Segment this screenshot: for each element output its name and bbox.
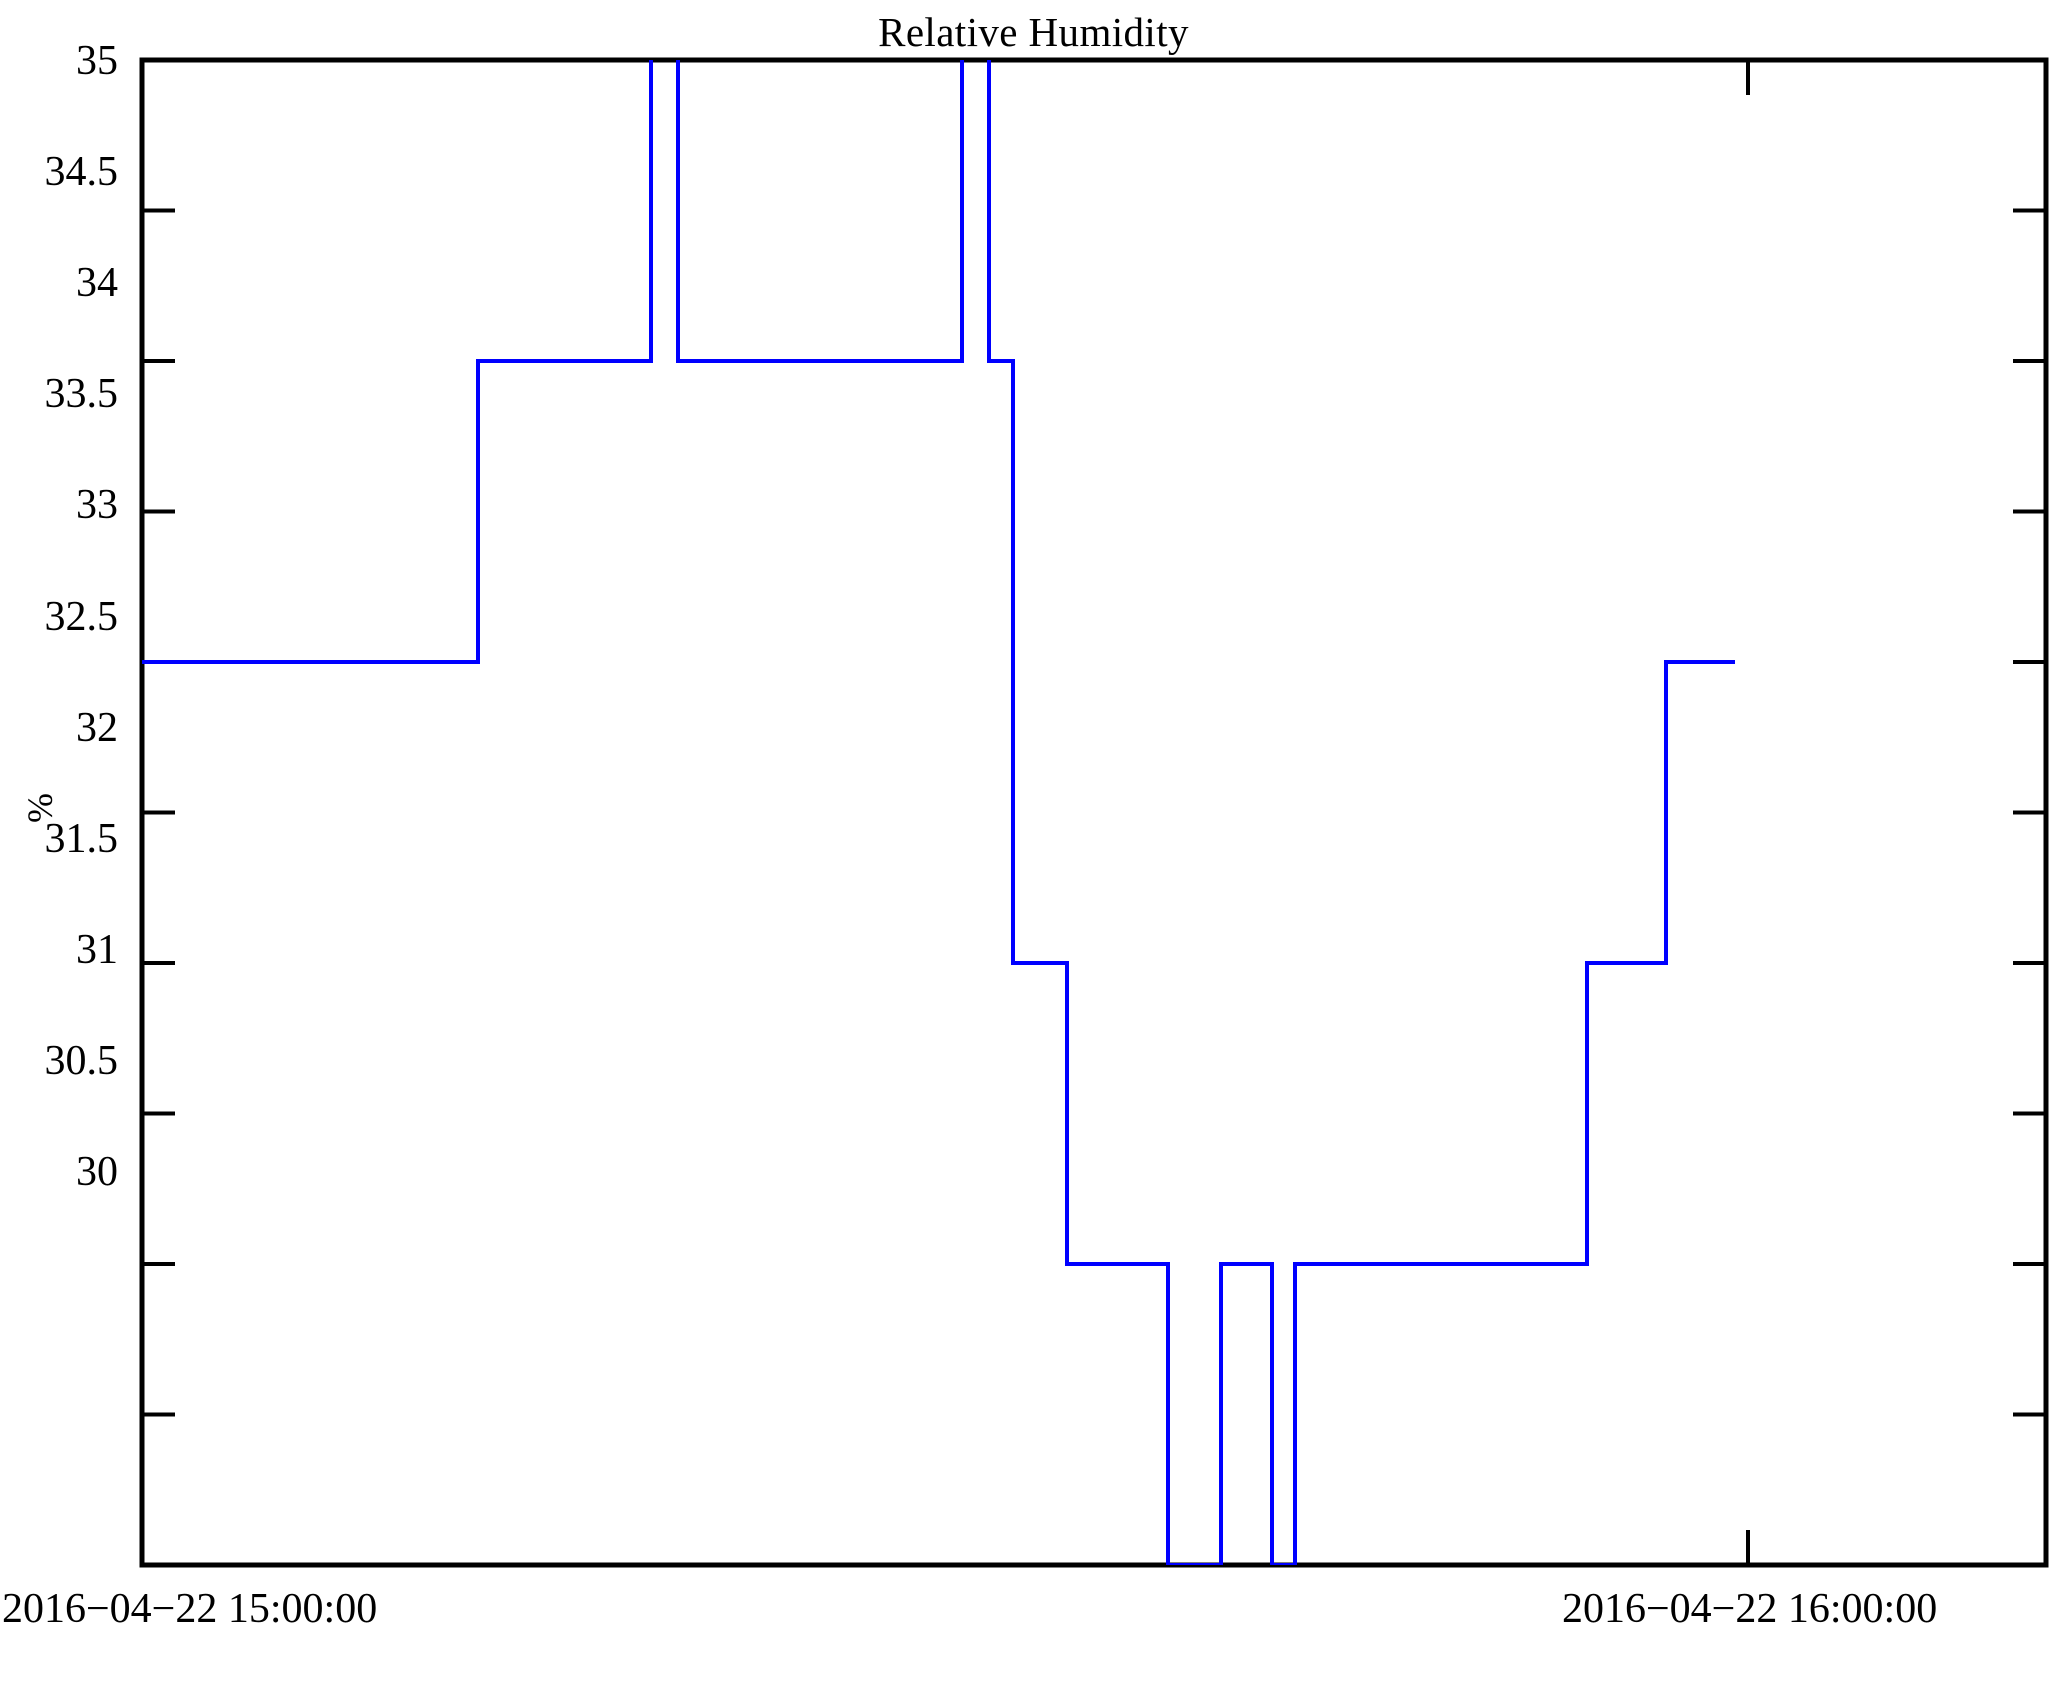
y-tick-label-31-5: 31.5 [44,816,119,862]
y-tick-label-34: 34 [76,260,118,306]
page-title: Relative Humidity [878,9,1189,55]
x-tick-label-start: 2016−04−22 15:00:00 [2,1586,378,1632]
y-tick-label-31: 31 [76,927,118,973]
axes-frame [139,57,2049,1568]
y-tick-label-33: 33 [76,482,118,528]
y-tick-label-35: 35 [76,38,118,84]
y-axis-ticks-left [142,208,175,1417]
y-tick-label-30-5: 30.5 [44,1038,119,1084]
humidity-line [142,60,1735,1565]
y-tick-label-34-5: 34.5 [44,149,119,195]
y-tick-label-33-5: 33.5 [44,371,119,417]
x-tick-label-end: 2016−04−22 16:00:00 [1562,1586,1938,1632]
data-series-relative-humidity [142,60,1735,1565]
axes-border [139,57,2049,1568]
y-tick-label-32: 32 [76,705,118,751]
y-tick-label-32-5: 32.5 [44,594,119,640]
y-axis-ticks-right [2013,208,2046,1417]
y-tick-label-30: 30 [76,1149,118,1195]
